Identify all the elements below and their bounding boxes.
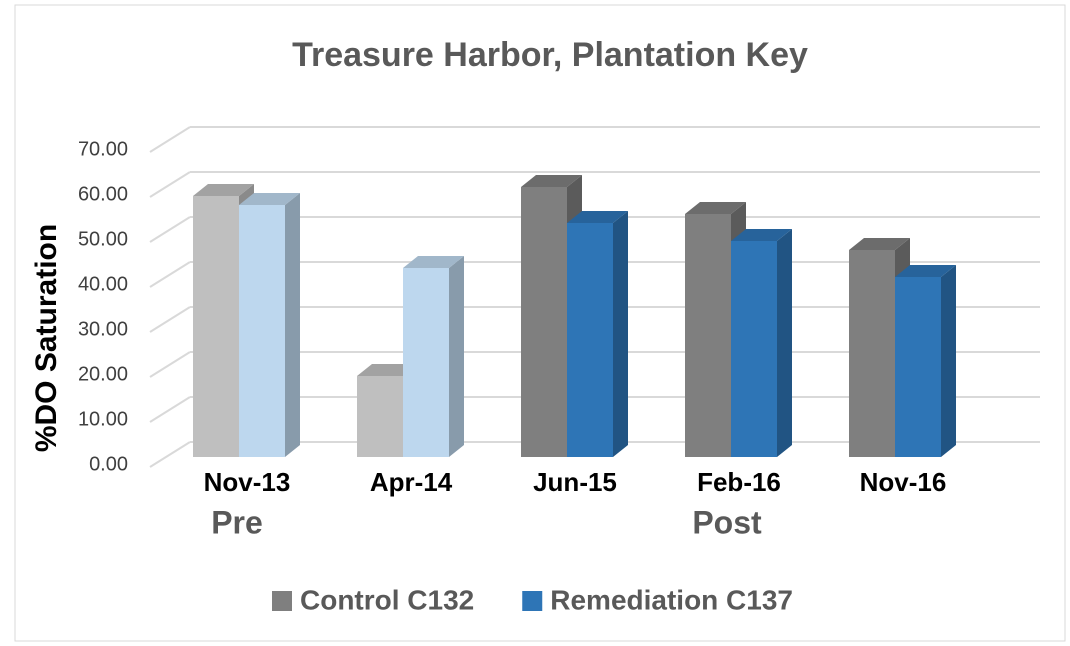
- bar-side: [777, 229, 792, 457]
- bar-side: [285, 193, 300, 457]
- bar-top: [357, 364, 418, 376]
- bar-side: [941, 265, 956, 457]
- grid-line: [149, 126, 191, 153]
- bar-top: [849, 238, 910, 250]
- legend-label: Remediation C137: [550, 584, 793, 615]
- x-tick-label: Nov-16: [860, 467, 947, 497]
- y-tick-label: 10.00: [78, 408, 128, 430]
- bar-top: [895, 265, 956, 277]
- bar-top: [731, 229, 792, 241]
- bar: [521, 187, 567, 457]
- annotation: Pre: [211, 504, 263, 540]
- bar: [731, 241, 777, 457]
- legend-swatch: [522, 591, 543, 611]
- grid-line: [149, 396, 191, 423]
- bar-top: [685, 202, 746, 214]
- bar-top: [239, 193, 300, 205]
- bar-top: [193, 184, 254, 196]
- bar: [895, 277, 941, 457]
- x-tick-label: Feb-16: [697, 467, 781, 497]
- grid-line: [149, 216, 191, 243]
- y-tick-label: 20.00: [78, 363, 128, 385]
- x-tick-label: Nov-13: [204, 467, 291, 497]
- bar-side: [449, 256, 464, 457]
- bar-side: [613, 211, 628, 457]
- grid-line: [149, 171, 191, 198]
- legend-label: Control C132: [300, 584, 474, 615]
- x-tick-label: Apr-14: [370, 467, 453, 497]
- bar: [193, 196, 239, 457]
- y-tick-label: 70.00: [78, 138, 128, 160]
- x-tick-label: Jun-15: [533, 467, 617, 497]
- y-tick-label: 0.00: [89, 453, 128, 475]
- grid-line: [149, 261, 191, 288]
- bar-top: [567, 211, 628, 223]
- legend-swatch: [272, 591, 292, 611]
- y-tick-label: 40.00: [78, 273, 128, 295]
- grid-line: [149, 351, 191, 378]
- bar-top: [521, 175, 582, 187]
- grid-line: [149, 441, 191, 468]
- bar: [239, 205, 285, 457]
- y-tick-label: 60.00: [78, 183, 128, 205]
- grid-line: [149, 306, 191, 333]
- chart-title: Treasure Harbor, Plantation Key: [292, 36, 808, 74]
- bar-top: [403, 256, 464, 268]
- bar: [403, 268, 449, 457]
- annotation: Post: [692, 504, 762, 540]
- bar: [685, 214, 731, 457]
- bar: [567, 223, 613, 457]
- bar: [357, 376, 403, 457]
- bar: [849, 250, 895, 457]
- y-tick-label: 30.00: [78, 318, 128, 340]
- y-axis-label: %DO Saturation: [30, 224, 63, 452]
- y-tick-label: 50.00: [78, 228, 128, 250]
